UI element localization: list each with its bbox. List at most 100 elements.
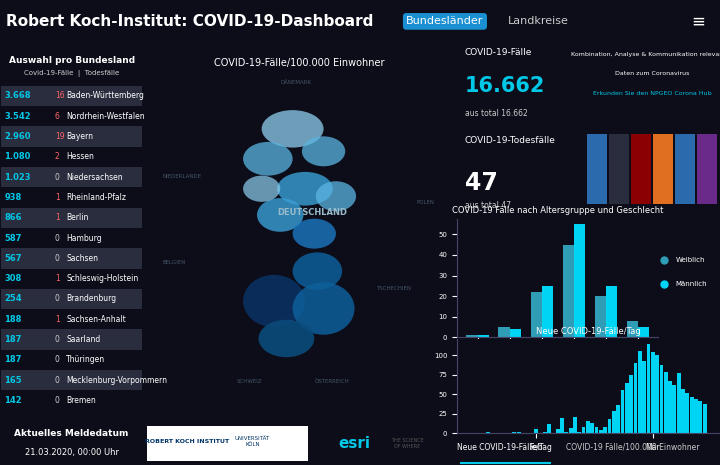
Bar — [655, 355, 659, 433]
Text: Robert Koch-Institut: COVID-19-Dashboard: Robert Koch-Institut: COVID-19-Dashboard — [6, 14, 373, 29]
Title: COVID-19 Fälle nach Altersgruppe und Geschlecht: COVID-19 Fälle nach Altersgruppe und Ges… — [452, 206, 664, 215]
Text: 16.662: 16.662 — [464, 76, 545, 96]
Text: 0: 0 — [55, 376, 60, 385]
Text: 0: 0 — [55, 233, 60, 243]
Text: 3.542: 3.542 — [4, 112, 31, 121]
Bar — [547, 424, 551, 433]
Text: 21.03.2020, 00:00 Uhr: 21.03.2020, 00:00 Uhr — [24, 447, 119, 457]
Bar — [1, 167, 142, 187]
Bar — [651, 352, 654, 433]
Text: 1.080: 1.080 — [4, 153, 31, 161]
Bar — [1, 370, 142, 391]
Text: Männlich: Männlich — [675, 281, 707, 287]
Text: Auswahl pro Bundesland: Auswahl pro Bundesland — [9, 56, 135, 65]
Bar — [531, 292, 541, 337]
Bar — [147, 426, 308, 461]
Bar — [574, 224, 585, 337]
Bar — [599, 430, 603, 433]
Text: BELGIEN: BELGIEN — [163, 259, 186, 265]
Ellipse shape — [292, 282, 354, 335]
Text: ÖSTERREICH: ÖSTERREICH — [315, 379, 349, 385]
Text: 19: 19 — [55, 132, 64, 141]
Text: Hamburg: Hamburg — [66, 233, 102, 243]
Bar — [703, 404, 706, 433]
Ellipse shape — [302, 136, 346, 166]
Text: Weiblich: Weiblich — [675, 257, 705, 263]
Text: 187: 187 — [4, 335, 22, 344]
Text: DEUTSCHLAND: DEUTSCHLAND — [277, 208, 347, 217]
Bar — [487, 432, 490, 433]
Bar — [660, 365, 663, 433]
Text: POLEN: POLEN — [416, 199, 434, 205]
Text: Neue COVID-19-Fälle/Tag: Neue COVID-19-Fälle/Tag — [456, 443, 552, 452]
Ellipse shape — [292, 219, 336, 249]
Bar — [625, 384, 629, 433]
Bar — [560, 418, 564, 433]
Ellipse shape — [257, 198, 303, 232]
Text: Baden-Württemberg: Baden-Württemberg — [66, 92, 144, 100]
FancyBboxPatch shape — [653, 134, 673, 204]
Text: 0: 0 — [55, 355, 60, 365]
Text: 142: 142 — [4, 396, 22, 405]
Text: COVID-19 Fälle/100.000 Einwohner: COVID-19 Fälle/100.000 Einwohner — [566, 443, 699, 452]
Text: ROBERT KOCH INSTITUT: ROBERT KOCH INSTITUT — [145, 438, 230, 444]
Ellipse shape — [243, 275, 305, 327]
Bar — [621, 390, 624, 433]
Text: 567: 567 — [4, 254, 22, 263]
Ellipse shape — [277, 172, 333, 206]
Text: 308: 308 — [4, 274, 22, 283]
FancyBboxPatch shape — [631, 134, 651, 204]
Bar — [569, 428, 572, 433]
Bar — [477, 335, 489, 337]
Text: 1.023: 1.023 — [4, 173, 31, 182]
Text: Saarland: Saarland — [66, 335, 100, 344]
Bar — [541, 286, 553, 337]
Text: Bayern: Bayern — [66, 132, 93, 141]
Text: Covid-19-Fälle  |  Todesfälle: Covid-19-Fälle | Todesfälle — [24, 70, 120, 77]
Bar — [685, 392, 689, 433]
Bar — [590, 423, 594, 433]
Text: Sachsen: Sachsen — [66, 254, 98, 263]
Text: THE SCIENCE
OF WHERE: THE SCIENCE OF WHERE — [391, 438, 423, 449]
Text: Niedersachsen: Niedersachsen — [66, 173, 122, 182]
Bar — [577, 432, 581, 433]
Bar — [616, 405, 620, 433]
Bar — [647, 344, 650, 433]
Bar — [562, 245, 574, 337]
Text: COVID-19-Todesfälle: COVID-19-Todesfälle — [464, 136, 555, 145]
Text: 2.960: 2.960 — [4, 132, 31, 141]
Ellipse shape — [243, 176, 280, 202]
Text: Thüringen: Thüringen — [66, 355, 105, 365]
Text: 1: 1 — [55, 213, 60, 222]
Text: 165: 165 — [4, 376, 22, 385]
Text: TSCHECHIEN: TSCHECHIEN — [377, 286, 411, 291]
Bar — [638, 351, 642, 433]
Bar — [690, 397, 693, 433]
Bar — [629, 375, 633, 433]
Text: 0: 0 — [55, 396, 60, 405]
FancyBboxPatch shape — [697, 134, 717, 204]
Text: ≡: ≡ — [692, 13, 706, 30]
Text: 3.668: 3.668 — [4, 92, 31, 100]
Text: 0: 0 — [55, 294, 60, 304]
Title: Neue COVID-19-Fälle/Tag: Neue COVID-19-Fälle/Tag — [536, 327, 640, 336]
Text: Erkunden Sie den NPGEO Corona Hub: Erkunden Sie den NPGEO Corona Hub — [593, 91, 711, 96]
Text: 188: 188 — [4, 315, 22, 324]
Text: Brandenburg: Brandenburg — [66, 294, 116, 304]
Text: DÄNEMARK: DÄNEMARK — [280, 80, 311, 85]
Bar — [668, 380, 672, 433]
Text: COVID-19-Fälle/100.000 Einwohner: COVID-19-Fälle/100.000 Einwohner — [214, 58, 384, 68]
Bar — [1, 248, 142, 269]
Text: 938: 938 — [4, 193, 22, 202]
Text: Landkreise: Landkreise — [508, 16, 569, 27]
Bar — [564, 432, 568, 433]
Ellipse shape — [258, 320, 315, 357]
FancyBboxPatch shape — [675, 134, 695, 204]
Text: Schleswig-Holstein: Schleswig-Holstein — [66, 274, 138, 283]
Text: COVID-19-Fälle: COVID-19-Fälle — [464, 48, 532, 57]
Text: aus total 16.662: aus total 16.662 — [464, 109, 527, 118]
Text: 0: 0 — [55, 335, 60, 344]
Bar — [606, 286, 617, 337]
Bar — [642, 361, 646, 433]
FancyBboxPatch shape — [587, 134, 606, 204]
